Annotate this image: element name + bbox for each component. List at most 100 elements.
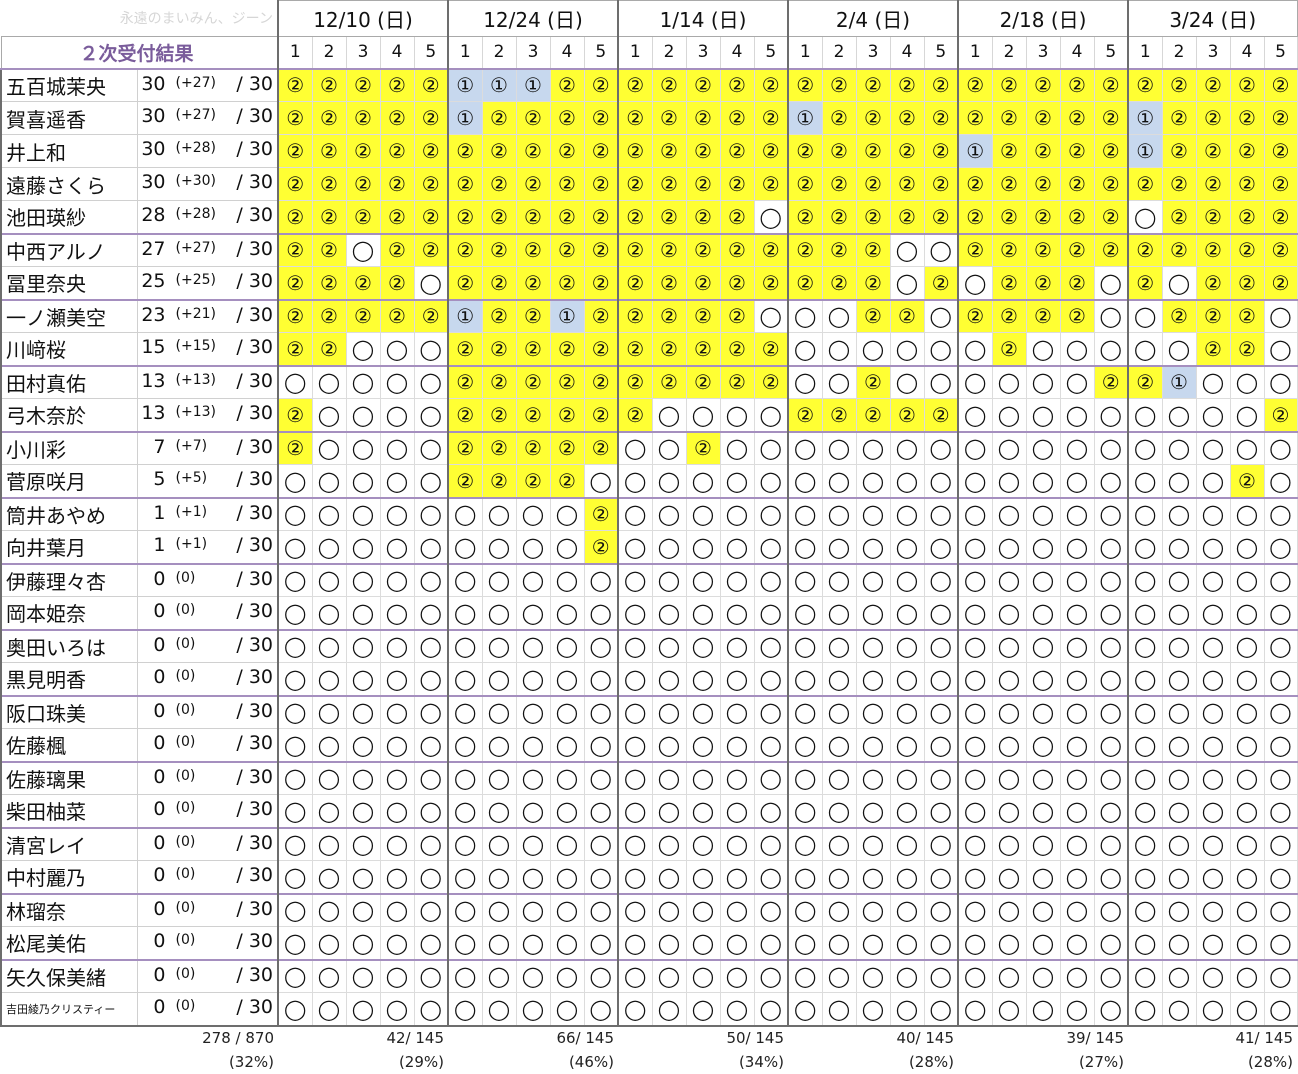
result-none: ◯ [1161, 562, 1197, 597]
result-two: ② [311, 101, 347, 135]
result-none: ◯ [1195, 760, 1231, 795]
result-none: ◯ [1127, 892, 1163, 927]
result-none: ◯ [413, 596, 449, 630]
result-none: ◯ [1161, 628, 1197, 663]
won-delta: (+7) [175, 437, 208, 454]
result-none: ◯ [889, 926, 925, 960]
result-two: ② [1059, 101, 1095, 135]
result-none: ◯ [787, 860, 823, 894]
won-delta: (+28) [175, 140, 216, 156]
result-two: ② [1195, 67, 1231, 102]
result-none: ◯ [787, 562, 823, 597]
result-none: ◯ [957, 860, 993, 894]
result-two: ② [991, 200, 1027, 234]
result-two: ② [685, 364, 721, 399]
result-none: ◯ [311, 496, 347, 531]
result-none: ◯ [413, 728, 449, 762]
result-none: ◯ [379, 364, 415, 399]
won-delta: (+28) [175, 206, 216, 222]
result-two: ② [481, 332, 517, 366]
result-none: ◯ [787, 892, 823, 927]
member-row: 弓木奈於 13 (+13)/ 30 ② ◯ ◯ ◯ ◯ ② ② ② ② ② ② ◯ ◯ ◯ ◯ ② ② ② ② ② ◯ ◯ ◯ ◯ ◯… [0, 398, 1298, 432]
result-none: ◯ [583, 562, 619, 597]
result-none: ◯ [481, 694, 517, 729]
result-none: ◯ [379, 694, 415, 729]
result-none: ◯ [821, 926, 857, 960]
result-two: ② [991, 101, 1027, 135]
result-two: ② [1025, 167, 1061, 201]
result-two: ② [345, 134, 381, 168]
result-two: ② [1127, 266, 1163, 300]
result-two: ② [379, 232, 415, 267]
won-count: 7 [153, 435, 166, 458]
result-none: ◯ [821, 694, 857, 729]
result-none: ◯ [481, 992, 517, 1027]
member-name: 柴田柚菜 [0, 794, 138, 828]
won-count: 0 [153, 864, 166, 886]
result-two: ② [277, 398, 313, 432]
result-none: ◯ [1195, 892, 1231, 927]
result-none: ◯ [345, 464, 381, 498]
won-total: / 30 [236, 633, 273, 656]
result-none: ◯ [923, 628, 959, 663]
result-none: ◯ [1093, 332, 1129, 366]
result-none: ◯ [651, 562, 687, 597]
footer-date-count: 50/ 145 [726, 1029, 784, 1047]
result-two: ② [583, 134, 619, 168]
result-none: ◯ [515, 860, 551, 894]
result-none: ◯ [1093, 596, 1129, 630]
result-two: ② [1195, 134, 1231, 168]
result-two: ② [345, 298, 381, 333]
result-none: ◯ [821, 826, 857, 861]
result-none: ◯ [855, 860, 891, 894]
result-none: ◯ [345, 430, 381, 465]
result-two: ② [515, 232, 551, 267]
result-none: ◯ [957, 562, 993, 597]
result-none: ◯ [1025, 562, 1061, 597]
member-row: 小川彩 7 (+7)/ 30 ② ◯ ◯ ◯ ◯ ② ② ② ② ② ◯ ◯ ② ◯ ◯ ◯ ◯ ◯ ◯ ◯ ◯ ◯ ◯ ◯ ◯ ◯ ◯ ◯… [0, 430, 1298, 465]
result-none: ◯ [311, 760, 347, 795]
result-two: ② [1093, 101, 1129, 135]
result-none: ◯ [379, 398, 415, 432]
result-none: ◯ [1263, 860, 1298, 894]
member-score: 23 (+21) / 30 [136, 298, 279, 333]
result-none: ◯ [447, 926, 483, 960]
result-none: ◯ [277, 662, 313, 696]
result-two: ② [1195, 266, 1231, 300]
member-name: 中村麗乃 [0, 860, 138, 894]
member-name: 一ノ瀬美空 [0, 298, 138, 333]
member-name: 向井葉月 [0, 530, 138, 564]
result-two: ② [447, 200, 483, 234]
member-score: 0 (0) / 30 [136, 760, 279, 795]
result-two: ② [481, 134, 517, 168]
result-none: ◯ [719, 596, 755, 630]
result-none: ◯ [685, 562, 721, 597]
result-two: ② [855, 101, 891, 135]
won-total: / 30 [236, 996, 273, 1018]
result-none: ◯ [991, 562, 1027, 597]
slot-number: 2 [651, 36, 687, 69]
result-none: ◯ [651, 694, 687, 729]
slot-number: 4 [1229, 36, 1265, 69]
member-row: 五百城茉央 30 (+27)/ 30 ② ② ② ② ② ① ① ① ② ② ② ② ② ② ② ② ② ② ② ② ② ② ② ②… [0, 67, 1298, 102]
result-none: ◯ [515, 662, 551, 696]
result-none: ◯ [753, 892, 789, 927]
slot-number: 1 [277, 36, 313, 69]
result-none: ◯ [1229, 794, 1265, 828]
result-none: ◯ [753, 298, 789, 333]
footer-date-pct: (29%) [398, 1052, 444, 1071]
result-none: ◯ [481, 958, 517, 993]
result-none: ◯ [855, 794, 891, 828]
result-two: ② [855, 266, 891, 300]
result-two: ② [583, 232, 619, 267]
result-none: ◯ [413, 398, 449, 432]
result-none: ◯ [1093, 464, 1129, 498]
result-two: ② [549, 398, 585, 432]
result-none: ◯ [1025, 596, 1061, 630]
result-none: ◯ [889, 266, 925, 300]
result-two: ② [481, 298, 517, 333]
result-none: ◯ [549, 662, 585, 696]
result-two: ② [651, 134, 687, 168]
page-title: ２次受付結果 [0, 36, 279, 69]
